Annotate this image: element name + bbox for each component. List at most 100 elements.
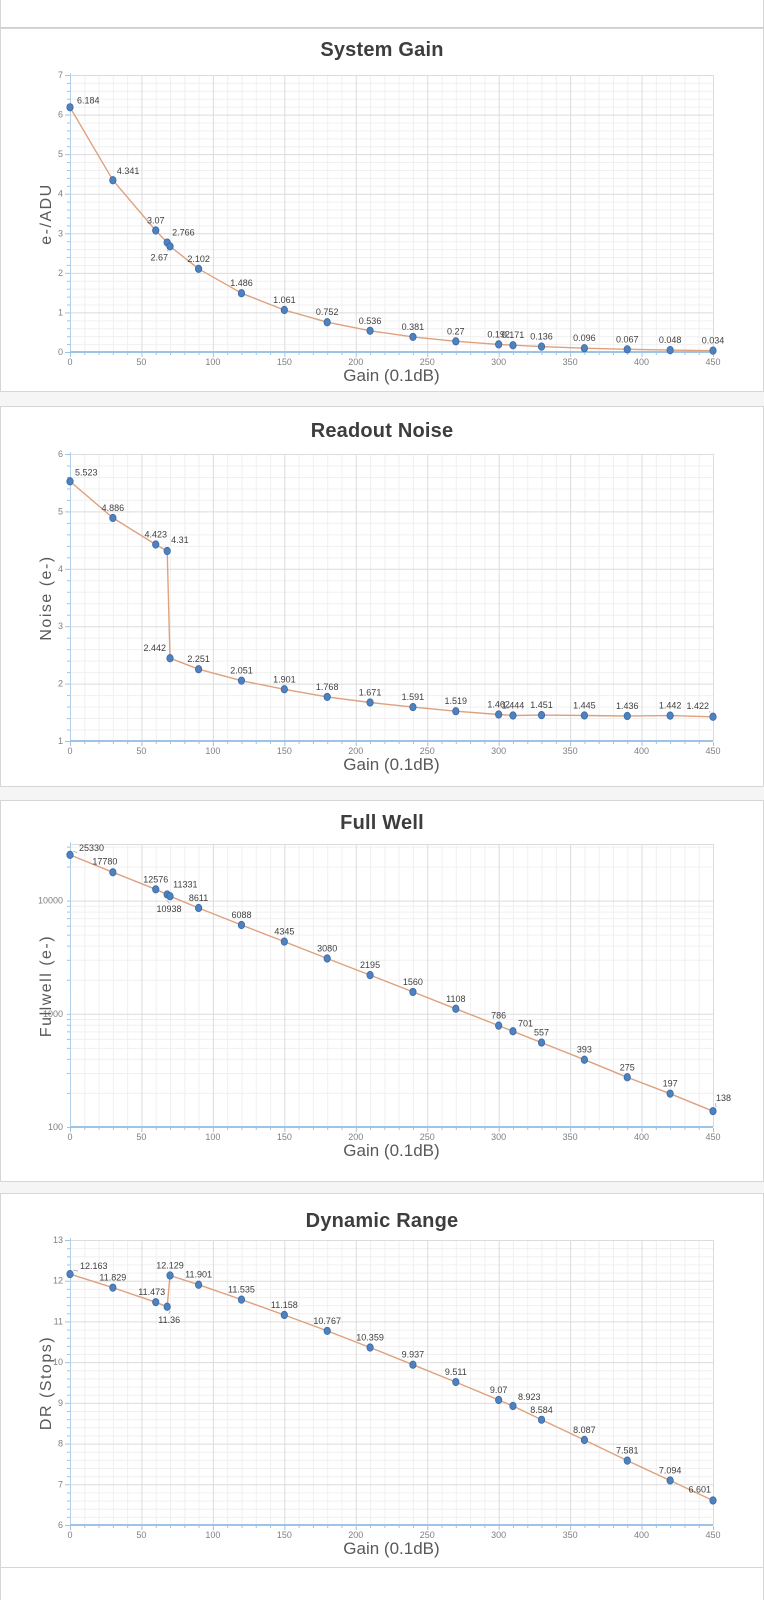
svg-text:2.051: 2.051 (230, 666, 253, 676)
svg-text:50: 50 (136, 1530, 146, 1540)
svg-text:150: 150 (277, 357, 292, 367)
svg-text:557: 557 (534, 1028, 549, 1038)
svg-text:450: 450 (705, 357, 720, 367)
system-gain-plot: 0 50 100 150 200 250 300 350 400 450 0 1 2 3 4 5 6 7 6.184… (58, 70, 725, 367)
svg-text:150: 150 (277, 1132, 292, 1142)
svg-text:0.536: 0.536 (359, 316, 382, 326)
svg-text:3: 3 (58, 228, 63, 238)
svg-text:400: 400 (634, 1132, 649, 1142)
svg-text:11.901: 11.901 (185, 1270, 212, 1280)
svg-text:12.129: 12.129 (156, 1260, 184, 1270)
svg-text:11331: 11331 (173, 879, 197, 889)
svg-text:8.584: 8.584 (530, 1405, 553, 1415)
svg-text:250: 250 (420, 746, 435, 756)
svg-text:6.184: 6.184 (77, 95, 100, 105)
svg-text:450: 450 (705, 746, 720, 756)
svg-text:0.192: 0.192 (487, 329, 510, 339)
svg-text:5.523: 5.523 (75, 467, 98, 477)
svg-text:7.581: 7.581 (616, 1446, 639, 1456)
svg-text:100: 100 (205, 357, 220, 367)
svg-text:10.767: 10.767 (313, 1316, 341, 1326)
svg-text:11.158: 11.158 (271, 1300, 298, 1310)
svg-text:12576: 12576 (143, 874, 168, 884)
svg-text:250: 250 (420, 1132, 435, 1142)
svg-text:0.034: 0.034 (702, 336, 725, 346)
y-axis-title-full-well: Fullwell (e-) (38, 934, 55, 1037)
svg-text:7: 7 (58, 70, 63, 80)
x-axis-title-system-gain: Gain (0.1dB) (343, 366, 440, 385)
y-axis-title-dynamic-range: DR (Stops) (38, 1335, 55, 1430)
svg-text:9.937: 9.937 (402, 1350, 425, 1360)
svg-text:13: 13 (53, 1235, 63, 1245)
svg-text:6088: 6088 (231, 910, 251, 920)
svg-text:6: 6 (58, 110, 63, 120)
svg-text:250: 250 (420, 1530, 435, 1540)
svg-text:3: 3 (58, 621, 63, 631)
y-axis-title-readout-noise: Noise (e-) (38, 554, 55, 641)
chart-title-readout-noise: Readout Noise (310, 420, 454, 442)
svg-text:0: 0 (67, 1530, 72, 1540)
svg-text:100: 100 (205, 746, 220, 756)
svg-text:100: 100 (48, 1122, 63, 1132)
x-axis-title-dynamic-range: Gain (0.1dB) (343, 1539, 440, 1558)
svg-text:200: 200 (348, 1530, 363, 1540)
svg-text:17780: 17780 (92, 856, 117, 866)
svg-text:2: 2 (58, 268, 63, 278)
svg-text:100: 100 (205, 1132, 220, 1142)
svg-text:1.444: 1.444 (502, 701, 525, 711)
svg-text:0.067: 0.067 (616, 334, 639, 344)
svg-text:1.591: 1.591 (402, 692, 425, 702)
svg-text:1.422: 1.422 (686, 701, 709, 711)
svg-text:0.096: 0.096 (573, 333, 596, 343)
svg-text:5: 5 (58, 149, 63, 159)
svg-text:11.473: 11.473 (138, 1287, 165, 1297)
svg-text:2.102: 2.102 (187, 254, 210, 264)
svg-text:4.341: 4.341 (117, 166, 140, 176)
dynamic-range-plot: 0 50 100 150 200 250 300 350 400 450 6 7 8 9 10 11 12 13 1… (53, 1235, 721, 1540)
svg-text:300: 300 (491, 357, 506, 367)
chart-card-dynamic-range: 0 50 100 150 200 250 300 350 400 450 6 7 8 9 10 11 12 13 1… (0, 1193, 764, 1568)
svg-text:1108: 1108 (446, 994, 465, 1004)
svg-text:25330: 25330 (79, 843, 104, 853)
svg-text:100: 100 (205, 1530, 220, 1540)
svg-text:2.766: 2.766 (172, 228, 195, 238)
chart-title-system-gain: System Gain (320, 39, 444, 61)
svg-text:393: 393 (577, 1045, 592, 1055)
svg-text:1: 1 (58, 736, 63, 746)
svg-text:200: 200 (348, 357, 363, 367)
svg-text:7.094: 7.094 (659, 1465, 682, 1475)
svg-text:8.087: 8.087 (573, 1425, 596, 1435)
svg-text:2.442: 2.442 (143, 643, 166, 653)
svg-text:197: 197 (663, 1079, 678, 1089)
svg-text:4.423: 4.423 (144, 530, 167, 540)
svg-text:350: 350 (563, 1132, 578, 1142)
svg-text:0.171: 0.171 (502, 330, 525, 340)
svg-text:150: 150 (277, 1530, 292, 1540)
svg-text:701: 701 (518, 1018, 533, 1028)
svg-text:9.07: 9.07 (490, 1385, 508, 1395)
svg-text:10: 10 (53, 1357, 63, 1367)
svg-text:1.436: 1.436 (616, 701, 639, 711)
chart-card-full-well: 0 50 100 150 200 250 300 350 400 450 100 1000 10000 2… (0, 800, 764, 1182)
svg-text:0: 0 (58, 347, 63, 357)
svg-text:8: 8 (58, 1439, 63, 1449)
svg-text:12: 12 (53, 1276, 63, 1286)
svg-text:3.07: 3.07 (147, 216, 165, 226)
svg-text:450: 450 (705, 1530, 720, 1540)
svg-text:786: 786 (491, 1011, 506, 1021)
svg-text:6.601: 6.601 (688, 1485, 711, 1495)
y-axis-title-system-gain: e-/ADU (38, 182, 55, 245)
svg-text:6: 6 (58, 449, 63, 459)
svg-text:4: 4 (58, 189, 63, 199)
svg-text:0: 0 (67, 746, 72, 756)
svg-text:0.048: 0.048 (659, 335, 682, 345)
svg-text:350: 350 (563, 1530, 578, 1540)
svg-text:9: 9 (58, 1398, 63, 1408)
svg-text:300: 300 (491, 1132, 506, 1142)
full-well-plot: 0 50 100 150 200 250 300 350 400 450 100 1000 10000 2… (38, 842, 731, 1142)
svg-text:2195: 2195 (360, 960, 380, 970)
svg-text:10938: 10938 (157, 904, 182, 914)
svg-text:50: 50 (136, 357, 146, 367)
page-top-strip (0, 0, 764, 28)
svg-text:1.462: 1.462 (487, 699, 510, 709)
